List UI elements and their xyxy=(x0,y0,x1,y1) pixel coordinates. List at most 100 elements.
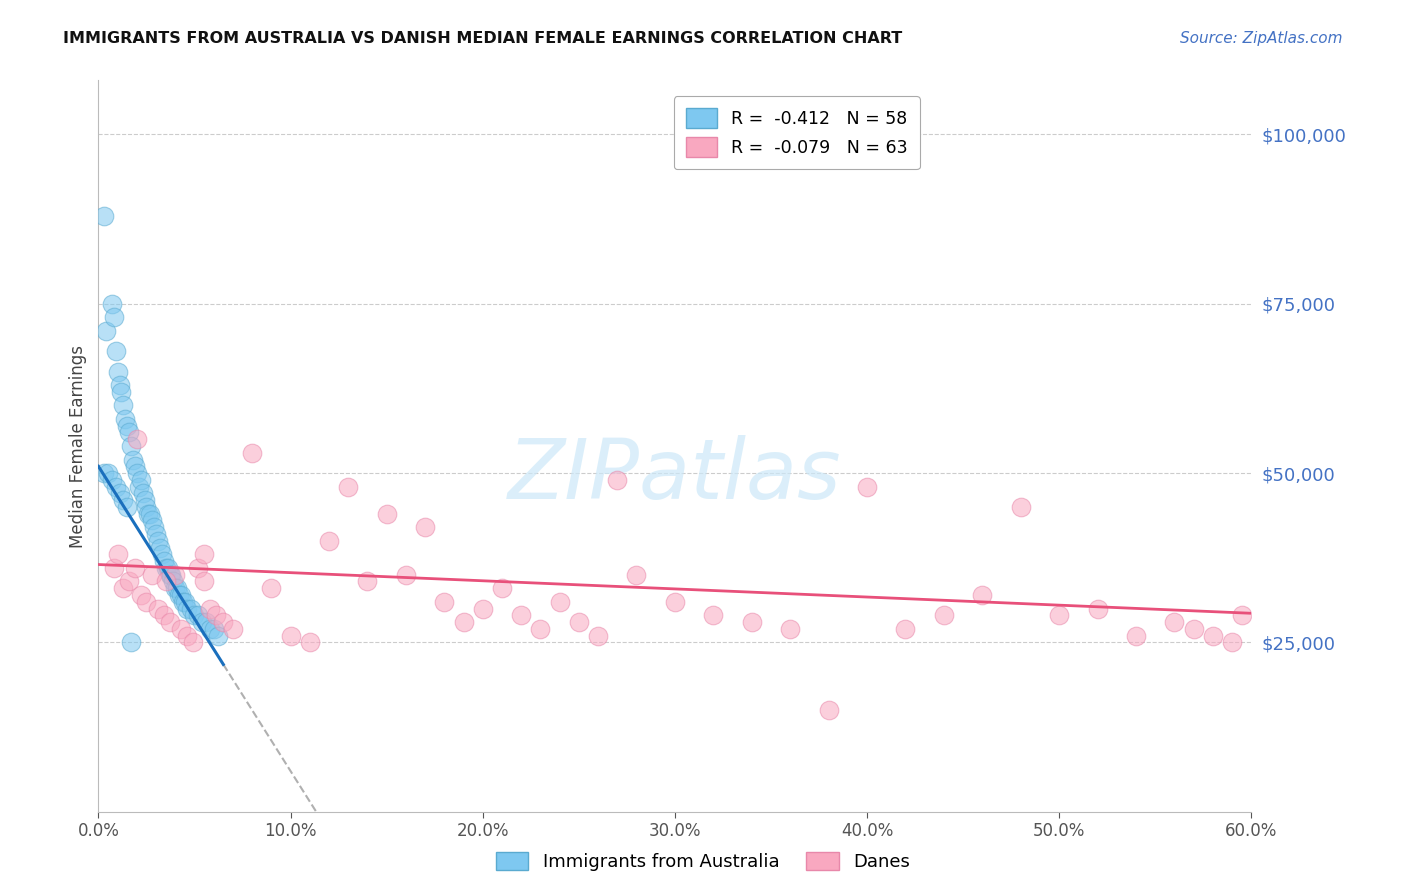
Point xyxy=(97,466,120,480)
Point xyxy=(103,561,125,575)
Point xyxy=(176,629,198,643)
Point xyxy=(93,209,115,223)
Point xyxy=(240,446,263,460)
Point xyxy=(120,635,142,649)
Point xyxy=(207,629,229,643)
Point xyxy=(586,629,609,643)
Point xyxy=(779,622,801,636)
Point xyxy=(118,425,141,440)
Point xyxy=(1182,622,1205,636)
Legend: Immigrants from Australia, Danes: Immigrants from Australia, Danes xyxy=(488,845,918,879)
Point xyxy=(155,561,177,575)
Point xyxy=(120,439,142,453)
Point xyxy=(110,384,132,399)
Point xyxy=(664,595,686,609)
Point xyxy=(93,466,115,480)
Point xyxy=(129,473,152,487)
Point xyxy=(139,507,162,521)
Point xyxy=(162,574,184,589)
Point xyxy=(606,473,628,487)
Point xyxy=(117,418,139,433)
Point xyxy=(167,588,190,602)
Point xyxy=(166,581,188,595)
Point xyxy=(108,378,131,392)
Point xyxy=(159,567,181,582)
Point xyxy=(491,581,513,595)
Point xyxy=(149,541,172,555)
Point xyxy=(510,608,533,623)
Point xyxy=(471,601,494,615)
Point xyxy=(529,622,551,636)
Point xyxy=(155,574,177,589)
Point xyxy=(932,608,955,623)
Point xyxy=(131,486,153,500)
Point xyxy=(195,615,218,629)
Point xyxy=(143,520,166,534)
Point xyxy=(128,480,150,494)
Point xyxy=(160,567,183,582)
Point xyxy=(318,533,340,548)
Point xyxy=(187,608,209,623)
Point xyxy=(124,459,146,474)
Point xyxy=(159,615,181,629)
Point xyxy=(180,601,202,615)
Point xyxy=(112,581,135,595)
Point xyxy=(114,412,136,426)
Point xyxy=(204,608,226,623)
Point xyxy=(112,398,135,412)
Point xyxy=(1163,615,1185,629)
Point xyxy=(117,500,139,514)
Point xyxy=(129,588,152,602)
Point xyxy=(187,561,209,575)
Point xyxy=(135,595,157,609)
Text: IMMIGRANTS FROM AUSTRALIA VS DANISH MEDIAN FEMALE EARNINGS CORRELATION CHART: IMMIGRANTS FROM AUSTRALIA VS DANISH MEDI… xyxy=(63,31,903,46)
Point xyxy=(626,567,648,582)
Point xyxy=(94,324,117,338)
Point xyxy=(395,567,418,582)
Point xyxy=(202,622,225,636)
Point xyxy=(125,466,148,480)
Point xyxy=(165,581,187,595)
Point xyxy=(156,561,179,575)
Point xyxy=(193,547,215,561)
Point xyxy=(356,574,378,589)
Point xyxy=(1047,608,1070,623)
Point xyxy=(165,567,187,582)
Point xyxy=(170,622,193,636)
Point xyxy=(145,527,167,541)
Point xyxy=(101,473,124,487)
Point xyxy=(1202,629,1225,643)
Point xyxy=(413,520,436,534)
Point xyxy=(176,601,198,615)
Point xyxy=(125,432,148,446)
Point xyxy=(375,507,398,521)
Y-axis label: Median Female Earnings: Median Female Earnings xyxy=(69,344,87,548)
Point xyxy=(183,608,205,623)
Point xyxy=(150,547,173,561)
Text: Source: ZipAtlas.com: Source: ZipAtlas.com xyxy=(1180,31,1343,46)
Point xyxy=(212,615,235,629)
Point xyxy=(856,480,879,494)
Point xyxy=(337,480,360,494)
Point xyxy=(104,344,127,359)
Point xyxy=(170,588,193,602)
Point xyxy=(1220,635,1243,649)
Point xyxy=(174,595,197,609)
Point xyxy=(141,514,163,528)
Point xyxy=(101,297,124,311)
Point xyxy=(181,635,204,649)
Point xyxy=(198,601,221,615)
Point xyxy=(1230,608,1253,623)
Point xyxy=(548,595,571,609)
Point xyxy=(107,364,129,378)
Point xyxy=(152,554,174,568)
Point xyxy=(193,574,215,589)
Point xyxy=(146,533,169,548)
Point xyxy=(146,601,169,615)
Point xyxy=(172,595,194,609)
Point xyxy=(817,703,839,717)
Point xyxy=(152,608,174,623)
Point xyxy=(191,615,214,629)
Point xyxy=(280,629,302,643)
Point xyxy=(894,622,917,636)
